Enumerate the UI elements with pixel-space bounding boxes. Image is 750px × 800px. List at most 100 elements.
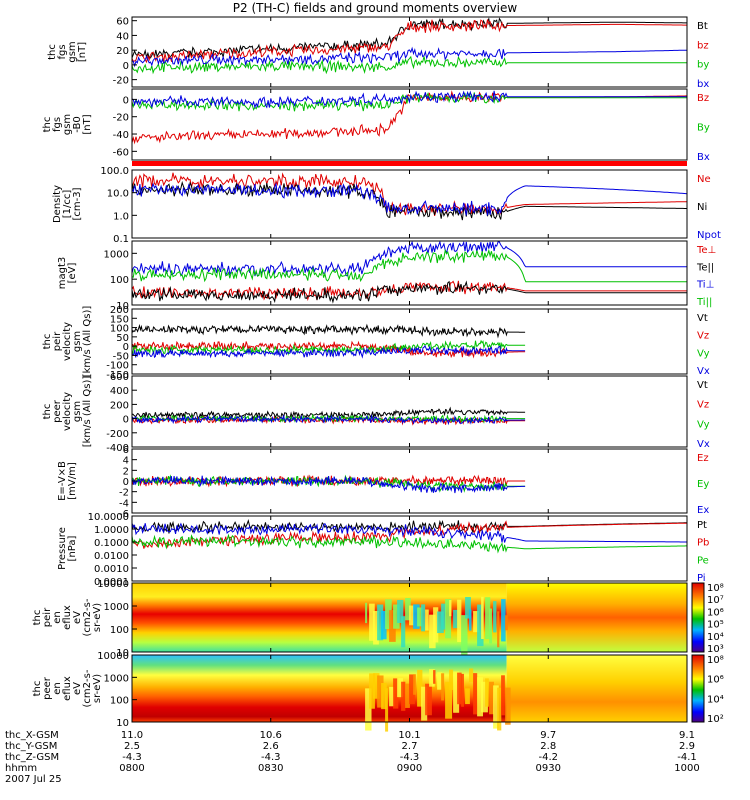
spectrogram-patch xyxy=(385,688,389,732)
y-tick-label: -20 xyxy=(113,113,129,124)
spectrogram-patch xyxy=(401,681,406,711)
y-axis-label: sr-eV) xyxy=(92,603,103,632)
spectrogram-patch xyxy=(433,607,439,643)
spectrogram-patch xyxy=(453,671,460,713)
y-tick-label: 50 xyxy=(116,333,129,344)
spectrogram-patch xyxy=(469,668,474,683)
y-tick-label: -400 xyxy=(106,443,129,454)
series-temperature-Te|| xyxy=(131,280,687,304)
colorbar-label: 10⁸ xyxy=(707,655,724,666)
legend-entry: Ne xyxy=(697,174,711,185)
y-axis-label: gsm xyxy=(72,331,83,352)
x-axis-value: 0800 xyxy=(119,763,144,774)
y-tick-label: 2 xyxy=(123,466,129,477)
panel-density: 100.0 10.0 1.0 0.1 Density [1/cc] [cm-3] Ne Ni Np… xyxy=(52,166,721,245)
series-fgs-gsm-bx xyxy=(132,46,687,68)
legend-entry: Te|| xyxy=(696,262,714,273)
y-axis-label: [km/s (All Qs)] xyxy=(82,376,93,448)
y-axis-label: [1/cc] xyxy=(62,190,73,219)
colorbar-label: 10⁶ xyxy=(707,675,724,686)
spectrogram-patch xyxy=(413,604,420,629)
x-axis-row-label: thc_Y-GSM xyxy=(5,741,57,752)
spectrogram-patch xyxy=(477,604,484,647)
spectrogram-late xyxy=(506,655,687,722)
y-tick-label: 400 xyxy=(110,386,129,397)
legend-entry: Pt xyxy=(697,520,707,531)
spectrogram-patch xyxy=(493,601,497,633)
spectrogram-patch xyxy=(485,597,491,639)
y-axis-label: gsm xyxy=(67,41,78,62)
y-tick-label: 40 xyxy=(116,31,129,42)
panel-peer-spectrogram: 10⁸ 10⁶ 10⁴ 10² 10000 1000 100 10 thc peer en eflux… xyxy=(32,651,724,729)
y-axis-label: -B0 xyxy=(72,116,83,132)
y-tick-label: 0.0100 xyxy=(94,551,129,562)
y-tick-label: 1.0 xyxy=(113,211,129,222)
y-tick-label: 100.0 xyxy=(100,166,129,177)
series-peir-velocity-Vt xyxy=(131,323,526,339)
y-axis-label: (cm2-s- xyxy=(82,598,93,636)
y-tick-label: 0.0001 xyxy=(94,577,129,588)
y-tick-label: 100 xyxy=(110,625,129,636)
y-tick-label: 10 xyxy=(116,718,129,729)
spectrogram-patch xyxy=(429,669,435,687)
spectrogram-patch xyxy=(397,678,403,698)
spectrogram-early xyxy=(132,655,507,722)
x-axis-value: 11.0 xyxy=(121,730,143,741)
spectrogram-patch xyxy=(449,599,452,617)
legend-entry: by xyxy=(697,60,709,71)
y-tick-label: 100 xyxy=(110,275,129,286)
x-axis-value: -4.3 xyxy=(122,752,142,763)
y-tick-label: -60 xyxy=(113,147,129,158)
spectrogram-patch xyxy=(405,683,410,708)
x-axis-value: 0830 xyxy=(258,763,283,774)
series-peir-velocity-Vx xyxy=(131,344,526,359)
x-axis-value: 10.1 xyxy=(398,730,420,741)
legend-entry: Te⊥ xyxy=(696,245,716,256)
series-efield-Ez xyxy=(131,474,526,488)
spectrogram-patch xyxy=(381,610,387,640)
legend-entry: Npot xyxy=(697,230,721,241)
spectrogram-patch xyxy=(465,688,470,705)
series-peer-velocity-Vz xyxy=(131,415,526,426)
y-axis-label: [eV] xyxy=(67,263,78,284)
spectrogram-patch xyxy=(505,615,508,631)
spectrogram-patch xyxy=(505,687,511,725)
spectrogram-patch xyxy=(429,614,436,649)
y-tick-label: -20 xyxy=(113,76,129,87)
spectrogram-patch xyxy=(489,608,493,644)
spectrogram-patch xyxy=(421,604,426,632)
colorbar-label: 10⁶ xyxy=(707,607,724,618)
y-tick-label: 0.1000 xyxy=(94,538,129,549)
panel-fgs-gsm: 60 40 20 0 -20 thc fgs gsm [nT] Bt bz by bx xyxy=(47,16,709,90)
spectrogram-patch xyxy=(493,685,499,729)
legend-entry: Vx xyxy=(697,366,710,377)
series-density-Ni xyxy=(131,180,687,221)
legend-entry: Vt xyxy=(697,313,708,324)
spectrogram-patch xyxy=(445,599,452,639)
y-axis-label: eflux xyxy=(62,605,73,630)
y-axis-label: fgs xyxy=(52,117,63,132)
y-axis-label: [km/s (All Qs)] xyxy=(82,306,93,378)
spectrogram-patch xyxy=(489,681,494,715)
y-axis-label: en xyxy=(52,682,63,695)
y-axis-label: E=-V×B xyxy=(57,461,68,501)
spectrogram-patch xyxy=(453,609,461,629)
separator-bar xyxy=(132,161,687,166)
y-axis-label: [nT] xyxy=(82,114,93,134)
colorbar-label: 10⁸ xyxy=(707,583,724,594)
x-axis-value: -4.3 xyxy=(400,752,420,763)
x-axis-value: 1000 xyxy=(674,763,699,774)
y-tick-label: 0.1 xyxy=(113,234,129,245)
spectrogram-patch xyxy=(373,610,379,645)
spectrogram-patch xyxy=(401,616,406,648)
x-axis-row-label: thc_X-GSM xyxy=(5,730,59,741)
y-tick-label: 1.0000 xyxy=(94,525,129,536)
panel-peer-velocity: 600 400 200 0 -200 -400 thc peer velocity gsm [km/… xyxy=(42,372,710,454)
y-tick-label: -2 xyxy=(119,488,129,499)
y-axis-label: sr-eV) xyxy=(92,674,103,703)
y-tick-label: 60 xyxy=(116,17,129,28)
y-axis-label: gsm xyxy=(72,401,83,422)
x-axis-value: 9.1 xyxy=(679,730,695,741)
panel-frame xyxy=(131,308,688,375)
